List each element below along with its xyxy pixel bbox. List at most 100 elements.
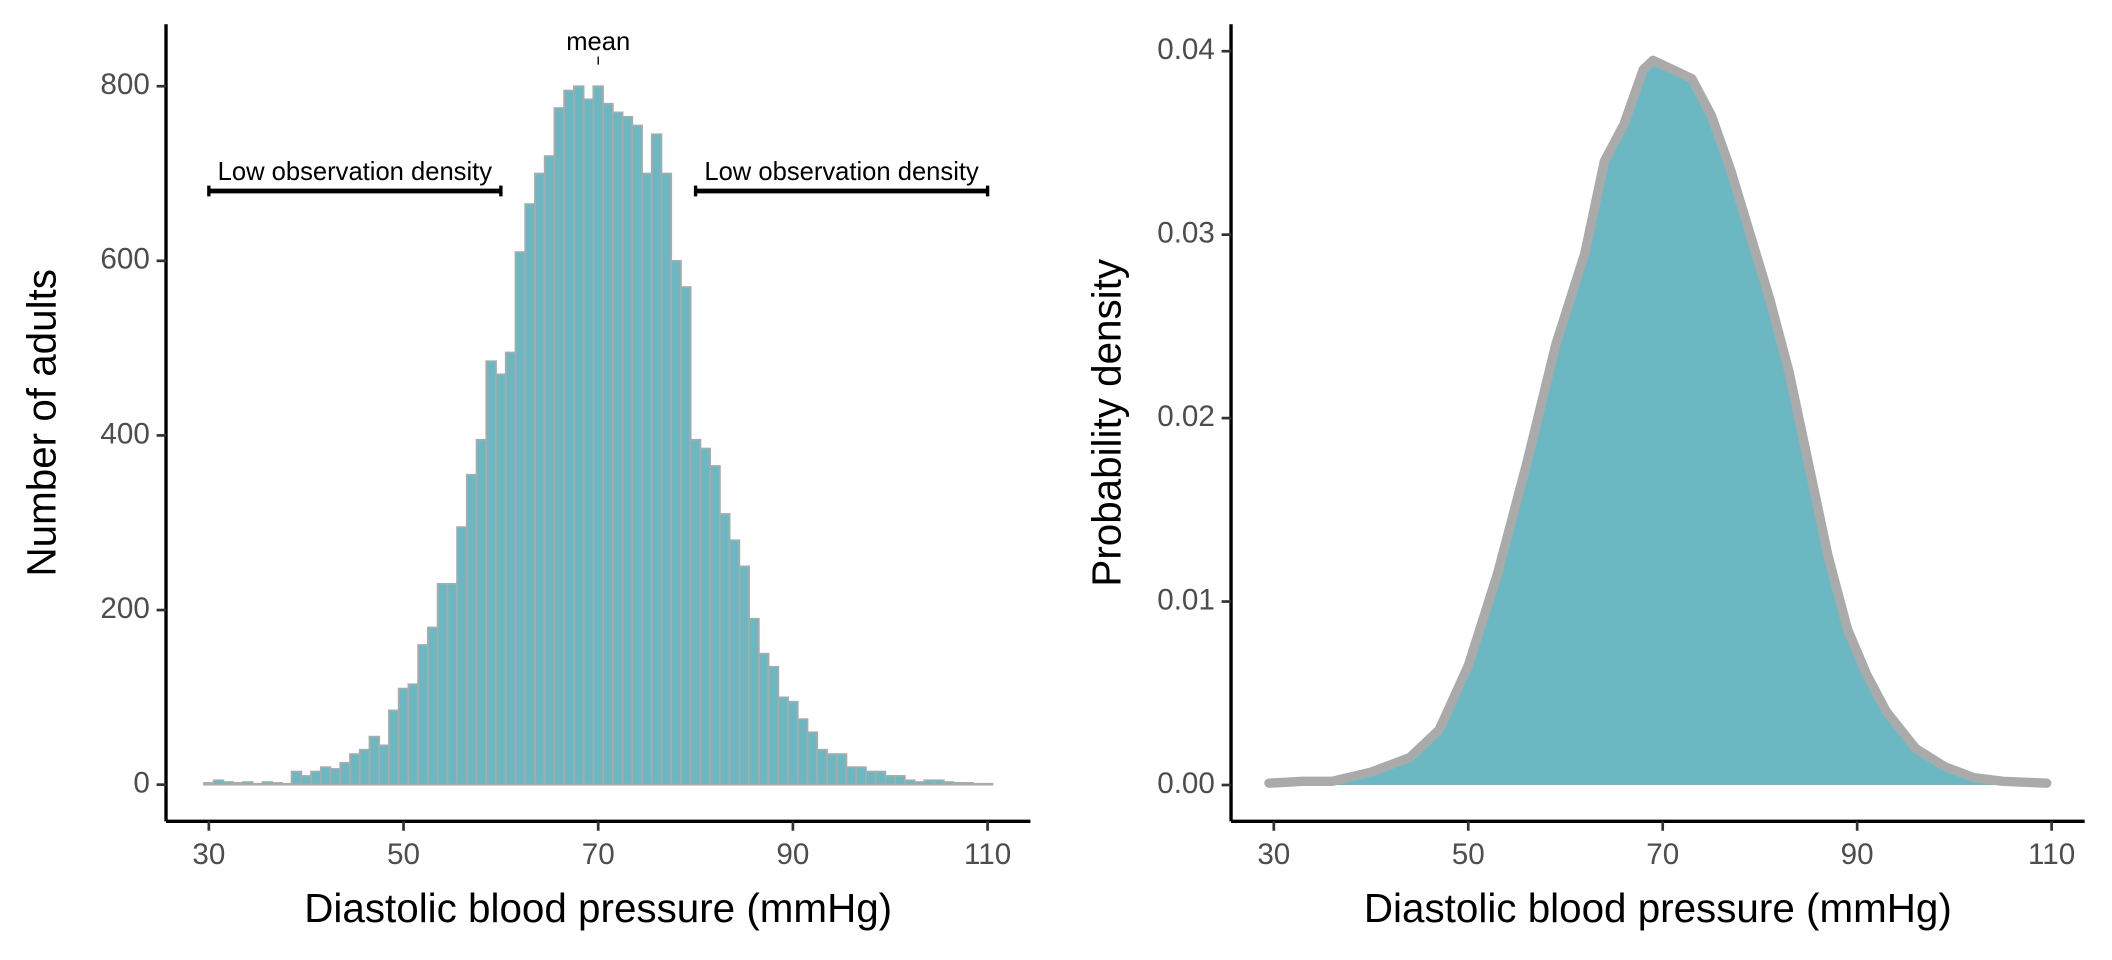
bar	[631, 124, 643, 786]
bar	[728, 539, 741, 786]
bar	[865, 770, 877, 786]
bar	[300, 775, 312, 786]
y-tick-label: 0.02	[1157, 400, 1215, 433]
bar	[650, 133, 663, 786]
bar	[212, 779, 225, 786]
y-axis-title: Number of adults	[19, 269, 65, 576]
bar	[757, 652, 770, 786]
bar	[378, 744, 390, 786]
bar	[388, 709, 400, 786]
y-tick-label: 0.01	[1157, 583, 1215, 616]
bar	[709, 465, 721, 786]
bar	[543, 155, 556, 786]
bar	[319, 766, 332, 786]
bar	[816, 748, 828, 786]
bar	[368, 735, 381, 786]
bar	[232, 782, 244, 786]
bar	[534, 172, 546, 786]
bar	[446, 582, 458, 786]
bar	[426, 626, 439, 786]
annotation: Low observation density	[218, 158, 493, 186]
bar	[456, 526, 468, 786]
bar	[748, 617, 760, 786]
bar	[485, 360, 497, 786]
bar	[855, 766, 867, 786]
bar	[777, 696, 789, 786]
bar	[952, 782, 965, 786]
bar	[933, 779, 945, 786]
bar	[699, 447, 712, 786]
bar	[894, 775, 906, 786]
x-tick-label: 50	[387, 838, 420, 871]
y-tick-label: 0	[133, 766, 149, 799]
bar	[923, 779, 935, 786]
bar	[397, 687, 410, 786]
x-tick-label: 30	[1257, 838, 1290, 871]
bar	[242, 781, 254, 786]
bar	[592, 85, 604, 786]
x-tick-label: 90	[1841, 838, 1874, 871]
x-tick-label: 70	[582, 838, 615, 871]
bar	[621, 115, 634, 786]
bar	[524, 203, 536, 786]
bar	[407, 683, 420, 786]
bar	[504, 351, 517, 786]
bar	[680, 286, 692, 786]
x-tick-label: 90	[776, 838, 809, 871]
bar	[719, 513, 731, 786]
x-tick-label: 110	[964, 838, 1011, 871]
x-axis-title: Diastolic blood pressure (mmHg)	[304, 885, 892, 931]
y-axis-title: Probability density	[1084, 258, 1130, 586]
density-area	[1268, 60, 2047, 785]
bar	[670, 259, 682, 786]
bar	[271, 782, 283, 786]
bar	[884, 775, 896, 786]
bar	[222, 781, 235, 786]
bar	[436, 582, 449, 786]
y-tick-label: 0.03	[1157, 216, 1215, 249]
bar	[329, 768, 342, 786]
bar	[913, 781, 926, 786]
bar	[845, 766, 858, 786]
x-tick-label: 110	[2028, 838, 2075, 871]
bar	[660, 172, 673, 786]
bar	[582, 98, 595, 786]
bar	[495, 373, 507, 786]
bar	[835, 753, 848, 786]
bar	[874, 770, 887, 786]
annotation: Low observation density	[704, 158, 979, 186]
bar	[903, 779, 916, 786]
bar	[767, 665, 780, 786]
bar	[641, 172, 653, 786]
y-tick-label: 400	[100, 417, 149, 450]
y-tick-label: 0.04	[1157, 33, 1215, 66]
bar	[290, 770, 303, 786]
bar	[203, 782, 215, 786]
bar	[602, 102, 614, 786]
y-tick-label: 800	[100, 68, 149, 101]
density-line	[1264, 55, 2052, 788]
bar	[787, 700, 799, 786]
bar	[417, 644, 429, 786]
y-tick-label: 200	[100, 592, 149, 625]
bar	[514, 251, 527, 786]
bar	[611, 111, 624, 786]
bar	[942, 781, 955, 786]
y-tick-label: 600	[100, 243, 149, 276]
bar	[981, 782, 994, 786]
bar	[563, 89, 575, 786]
bar	[339, 761, 351, 786]
bar	[972, 782, 984, 786]
bar	[796, 718, 809, 786]
x-tick-label: 30	[192, 838, 225, 871]
panel: 30 50 70 90 110 0 200 400 600 800 Diastolic blood …	[19, 24, 1031, 931]
bar	[806, 731, 819, 786]
bar	[465, 473, 478, 786]
panel: 30 50 70 90 110 0.00 0.01 0.02 0.03 0.04 Diastolic…	[1084, 24, 2085, 931]
annotation: mean	[566, 28, 630, 56]
y-tick-label: 0.00	[1157, 767, 1215, 800]
bar	[349, 753, 361, 786]
bar	[310, 770, 322, 786]
